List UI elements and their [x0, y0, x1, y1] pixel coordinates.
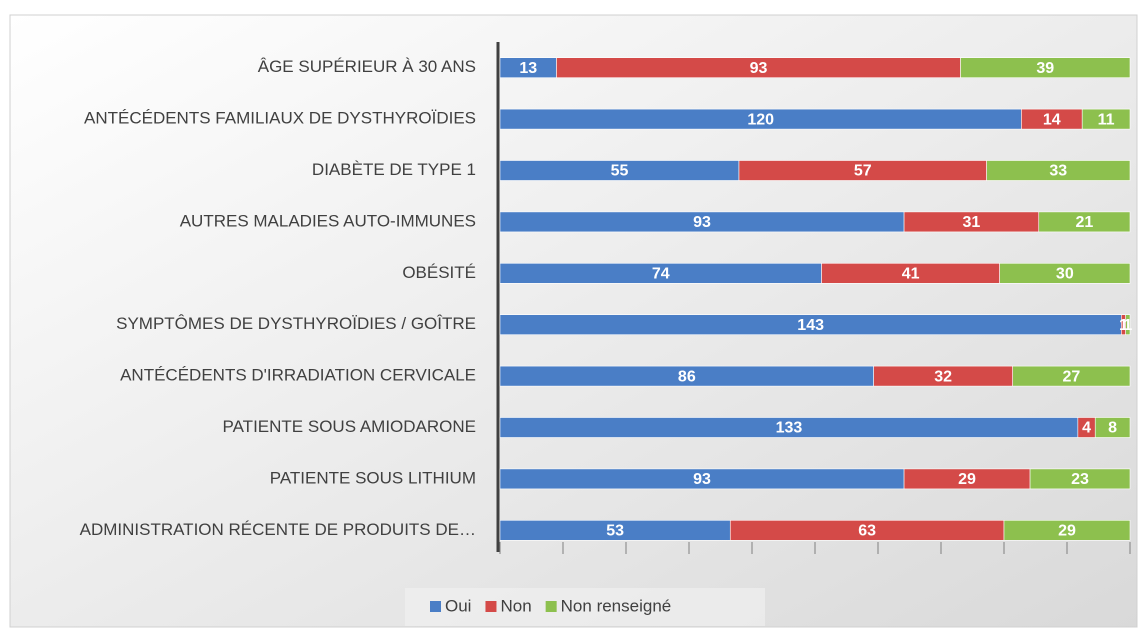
data-label: 86: [678, 368, 696, 385]
bar-segment: [999, 262, 1131, 284]
data-label: 143: [797, 317, 824, 334]
y-tick-label: SYMPTÔMES DE DYSTHYROÏDIES / GOÎTRE: [116, 314, 476, 333]
bar-segment: [1029, 468, 1131, 490]
y-tick-label: ANTÉCÉDENTS D'IRRADIATION CERVICALE: [120, 366, 476, 385]
y-tick-label: DIABÈTE DE TYPE 1: [312, 160, 476, 179]
data-label: 1: [1119, 317, 1128, 334]
y-tick-label: PATIENTE SOUS AMIODARONE: [223, 417, 476, 436]
bar-segment: [986, 160, 1131, 181]
y-tick-label: ADMINISTRATION RÉCENTE DE PRODUITS DE…: [80, 520, 476, 539]
data-label: 120: [747, 111, 774, 128]
data-label: 57: [854, 163, 872, 180]
data-label: 93: [693, 471, 711, 488]
data-label: 41: [902, 266, 920, 283]
data-label: 93: [693, 214, 711, 231]
bar-segment: [960, 57, 1131, 79]
data-label: 4: [1082, 420, 1091, 437]
data-label: 32: [934, 368, 952, 385]
legend-swatch: [485, 601, 497, 612]
y-tick-label: ÂGE SUPÉRIEUR À 30 ANS: [258, 57, 476, 76]
data-label: 55: [611, 163, 629, 180]
bar-segment: [1038, 211, 1131, 233]
data-label: 74: [652, 266, 670, 283]
y-tick-label: OBÉSITÉ: [402, 263, 476, 282]
legend-label: Non renseigné: [561, 596, 672, 615]
legend-swatch: [545, 601, 557, 612]
data-label: 23: [1071, 471, 1089, 488]
y-tick-label: PATIENTE SOUS LITHIUM: [270, 468, 476, 487]
bar-segment: [1081, 108, 1131, 130]
bar-segment: [1125, 314, 1131, 336]
legend-swatch: [430, 601, 441, 612]
y-tick-label: ANTÉCÉDENTS FAMILIAUX DE DYSTHYROÏDIES: [84, 109, 476, 128]
data-label: 31: [963, 214, 981, 231]
data-label: 14: [1043, 111, 1061, 128]
data-label: 1: [1123, 317, 1132, 334]
data-label: 11: [1098, 111, 1115, 128]
bar-segment: [1012, 365, 1131, 387]
data-label: 93: [750, 60, 768, 77]
data-label: 133: [776, 420, 803, 437]
legend-box: [405, 588, 765, 626]
data-label: 33: [1049, 163, 1067, 180]
data-label: 21: [1075, 214, 1093, 231]
data-label: 53: [606, 523, 624, 540]
data-label: 27: [1062, 368, 1080, 385]
data-label: 63: [858, 523, 876, 540]
data-label: 39: [1036, 60, 1054, 77]
data-label: 29: [1058, 523, 1076, 540]
bar-segment: [1003, 519, 1131, 541]
data-label: 29: [958, 471, 976, 488]
bar-segment: [1094, 417, 1131, 438]
data-label: 30: [1056, 266, 1074, 283]
legend-label: Oui: [445, 596, 471, 615]
legend-label: Non: [500, 596, 531, 615]
data-label: 13: [519, 60, 537, 77]
data-label: 8: [1108, 420, 1117, 437]
y-tick-label: AUTRES MALADIES AUTO-IMMUNES: [180, 211, 476, 230]
